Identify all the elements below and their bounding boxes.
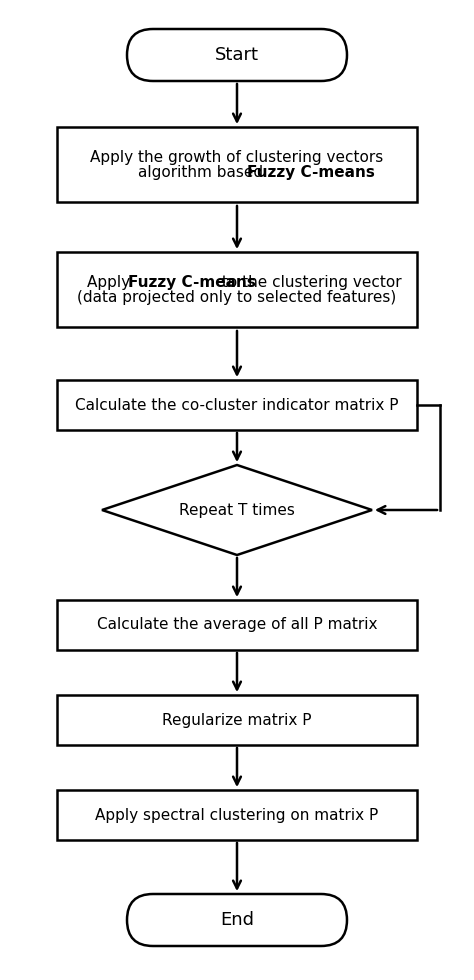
Text: Calculate the average of all P matrix: Calculate the average of all P matrix — [97, 617, 377, 632]
Text: algorithm based: algorithm based — [138, 166, 268, 180]
Text: to the clustering vector: to the clustering vector — [217, 274, 401, 290]
Text: (data projected only to selected features): (data projected only to selected feature… — [77, 290, 397, 305]
Text: Apply: Apply — [87, 274, 135, 290]
FancyBboxPatch shape — [127, 894, 347, 946]
FancyBboxPatch shape — [127, 29, 347, 81]
Text: Calculate the co-cluster indicator matrix P: Calculate the co-cluster indicator matri… — [75, 398, 399, 413]
Text: Repeat T times: Repeat T times — [179, 503, 295, 517]
Text: Fuzzy C-means: Fuzzy C-means — [247, 166, 375, 180]
FancyBboxPatch shape — [57, 695, 417, 745]
FancyBboxPatch shape — [57, 127, 417, 203]
FancyBboxPatch shape — [57, 380, 417, 430]
Text: Start: Start — [215, 46, 259, 64]
Text: Fuzzy C-means: Fuzzy C-means — [128, 274, 256, 290]
Text: Apply spectral clustering on matrix P: Apply spectral clustering on matrix P — [95, 808, 379, 822]
Text: Regularize matrix P: Regularize matrix P — [162, 712, 312, 727]
Text: Apply the growth of clustering vectors: Apply the growth of clustering vectors — [91, 150, 383, 165]
FancyBboxPatch shape — [57, 253, 417, 327]
Polygon shape — [102, 465, 372, 555]
FancyBboxPatch shape — [57, 600, 417, 650]
FancyBboxPatch shape — [57, 790, 417, 840]
Text: End: End — [220, 911, 254, 929]
